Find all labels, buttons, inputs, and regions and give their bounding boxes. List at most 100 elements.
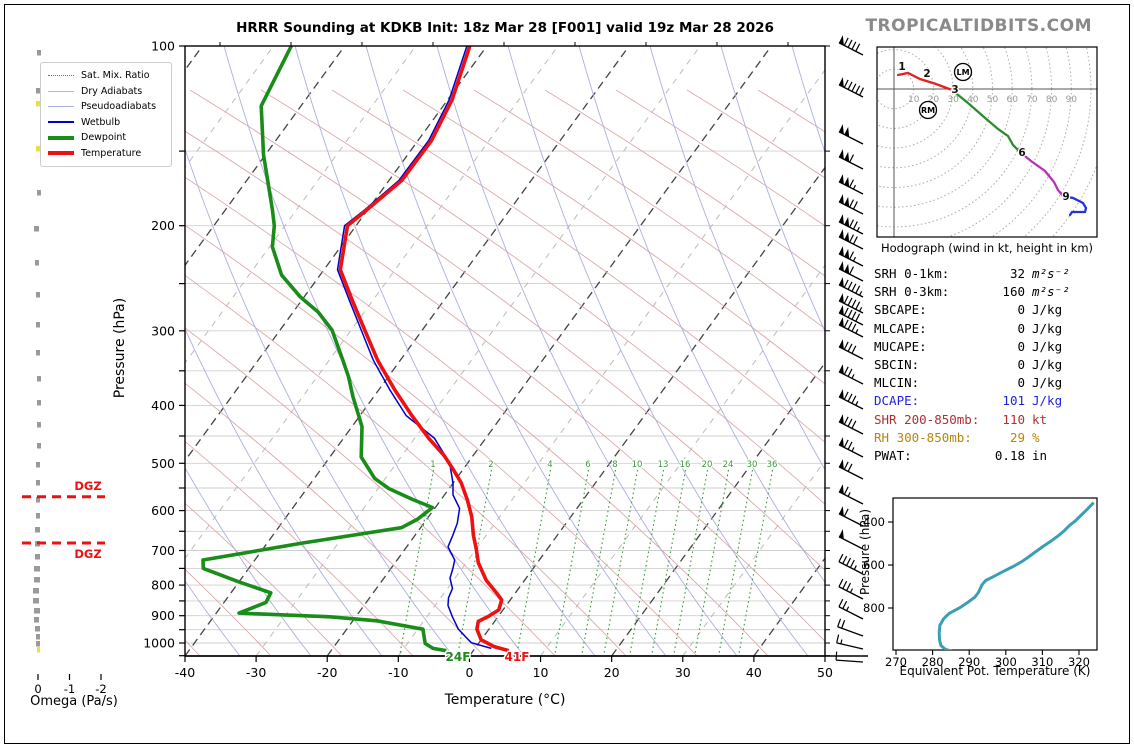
dry-adiabat-line [185,274,627,656]
stat-label: SRH 0-1km: [874,266,950,281]
stat-value: 0 [1017,375,1025,391]
stats-panel: SRH 0-1km: 32 m²s⁻² SRH 0-3km: 160 m²s⁻² SBCAP… [874,266,1088,466]
thetae-x-tick-label: 280 [922,655,944,669]
mixing-ratio-label: 13 [658,460,669,470]
thetae-x-tick-label: 300 [995,655,1017,669]
omega-dash [34,226,39,232]
mixing-ratio-label: 1 [430,460,435,470]
stat-unit: m²s⁻² [1032,266,1070,281]
wetbulb-curve [336,46,492,650]
stat-label: PWAT: [874,447,912,463]
dry-adiabat-line [185,502,343,656]
mixing-ratio-line [629,469,665,656]
chart-title: HRRR Sounding at KDKB Init: 18z Mar 28 [… [236,20,774,36]
stat-label: SRH 0-3km: [874,284,950,300]
hodograph-ring-label: 30 [947,95,959,105]
legend-line-sample [48,75,74,77]
mixing-ratio-label: 10 [632,460,643,470]
dry-adiabat-line [185,176,769,656]
stat-value: 0 [1017,338,1025,354]
pressure-tick-label: 800 [151,578,175,593]
wind-barb [838,553,864,575]
omega-dash [34,577,40,583]
hodograph-height-label: 6 [1018,147,1025,159]
mixing-ratio-line [516,469,552,656]
hodograph-ring-label: 70 [1026,95,1038,105]
pseudoadiabat-line [507,46,809,656]
stat-unit: J/kg [1032,356,1063,372]
omega-dash [35,626,40,632]
stat-label: MLCIN: [874,375,920,391]
mixing-ratio-line [673,469,709,656]
legend-item: Temperature [48,146,164,162]
wind-barb [837,618,864,637]
legend-item: Sat. Mix. Ratio [48,68,164,84]
wind-barb [838,484,864,505]
isotherm-line [682,459,825,656]
stat-row: SHR 200-850mb: 110 kt [874,412,1088,430]
omega-panel: DGZ DGZ 0 -1 -2 [22,50,107,696]
stat-unit: J/kg [1032,393,1063,409]
hodograph-segment [896,71,954,92]
wind-barb [838,194,864,215]
wind-barb [838,598,864,620]
mixing-ratio-labels: 1 2 4 6 8 10 13 16 20 24 30 36 [429,459,779,472]
stat-value: 0 [1017,356,1025,372]
hodograph-height-label: 3 [951,84,958,96]
dgz-label: DGZ [74,479,101,493]
pressure-tick-label: 200 [151,218,175,233]
pressure-axis-label: Pressure (hPa) [112,297,128,399]
thetae-frame [892,497,1098,651]
temperature-tick-label: 50 [817,665,833,680]
wind-barb [838,506,864,527]
legend-item-label: Dewpoint [81,132,127,144]
thetae-curve-group [937,501,1095,650]
stat-unit: J/kg [1032,320,1063,336]
legend-line-sample [48,135,74,140]
hodograph-frame [876,46,1098,238]
omega-dash [36,101,40,107]
wind-barb [838,149,864,170]
stat-unit: % [1032,429,1040,445]
stat-row: PWAT: 0.18 in [874,448,1088,466]
omega-dash [34,617,39,623]
stat-value: 0 [1017,320,1025,336]
legend-item: Dewpoint [48,130,164,146]
dry-adiabat-line [615,89,825,227]
mixing-ratio-line [603,469,639,656]
omega-dash [37,647,40,653]
mixing-ratio-label: 4 [547,460,552,470]
mixing-ratio-label: 36 [767,460,778,470]
pseudoadiabat-line [365,46,667,656]
stat-row: MLCAPE: 0 J/kg [874,321,1088,339]
wind-barb [838,364,864,385]
hodograph-segment [1061,194,1088,217]
stat-label: MUCAPE: [874,338,927,354]
stat-label: RH 300-850mb: [874,429,972,445]
legend-line-sample [48,90,74,92]
mixing-ratio-line [651,469,687,656]
stat-value: 0.18 [994,447,1025,463]
mixing-ratio-line [718,469,754,656]
temperature-axis-label: Temperature (°C) [444,692,566,708]
wind-barb [838,529,864,550]
isotherm-line [185,46,488,462]
profile-curves [201,46,510,653]
mixing-ratio-label: 24 [723,460,734,470]
wind-barb [838,246,864,267]
thetae-pressure-axis-label: Pressure (hPa) [858,508,872,596]
pressure-tick-label: 100 [151,39,175,54]
dry-adiabat-line [473,89,825,330]
isotherm-line [185,46,630,656]
omega-dash [34,608,40,614]
dry-adiabat-line [185,327,556,656]
temperature-tick-label: 20 [604,665,620,680]
temperature-tick-label: -40 [175,665,195,680]
hodograph-ring-label: 60 [1006,95,1018,105]
omega-dash [37,422,41,428]
omega-dash [36,88,40,94]
stat-label: SHR 200-850mb: [874,411,980,427]
wind-barb [838,578,864,600]
omega-dash [36,641,40,647]
